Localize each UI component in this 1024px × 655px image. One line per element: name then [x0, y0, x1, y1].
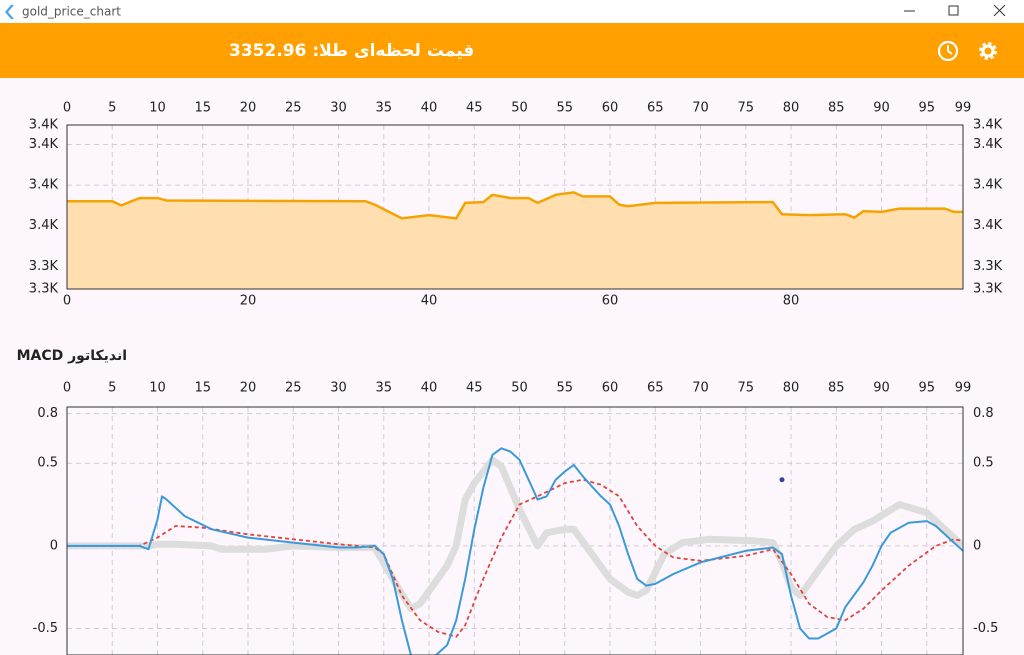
- top-x-tick-label: 10: [149, 101, 166, 116]
- close-button[interactable]: [993, 4, 1006, 17]
- y-tick-label: 3.4K: [29, 218, 59, 233]
- x-tick-label: 80: [783, 294, 800, 309]
- top-x-tick-label: 5: [108, 381, 116, 396]
- top-x-tick-label: 20: [240, 381, 257, 396]
- top-x-tick-label: 85: [828, 381, 845, 396]
- settings-button[interactable]: [979, 42, 997, 60]
- y2-tick-label: 0.8: [973, 406, 994, 421]
- y2-tick-label: -0.5: [973, 621, 998, 636]
- top-x-tick-label: 50: [511, 101, 528, 116]
- price-area: [67, 192, 963, 289]
- top-x-tick-label: 70: [692, 381, 709, 396]
- top-x-tick-label: 60: [602, 381, 619, 396]
- y-tick-label: 3.3K: [29, 259, 59, 274]
- top-x-tick-label: 15: [194, 381, 211, 396]
- y-tick-label: 0.8: [37, 406, 58, 421]
- app-bar: [0, 23, 1024, 78]
- top-x-tick-label: 25: [285, 381, 302, 396]
- y2-tick-label: 3.3K: [973, 282, 1003, 297]
- top-x-tick-label: 40: [421, 381, 438, 396]
- top-x-tick-label: 30: [330, 101, 347, 116]
- top-x-tick-label: 95: [919, 381, 936, 396]
- plot: [67, 447, 963, 655]
- x-tick-label: 60: [602, 294, 619, 309]
- top-x-tick-label: 0: [63, 101, 71, 116]
- y2-tick-label: 0.5: [973, 456, 994, 471]
- y-tick-label: 3.4K: [29, 118, 59, 133]
- y2-tick-label: 3.3K: [973, 259, 1003, 274]
- y-tick-label: 0.5: [37, 456, 58, 471]
- window-title: gold_price_chart: [22, 5, 121, 19]
- top-x-tick-label: 80: [783, 381, 800, 396]
- top-x-tick-label: 25: [285, 101, 302, 116]
- history-button[interactable]: [937, 40, 959, 62]
- top-x-tick-label: 45: [466, 381, 483, 396]
- plot-border: [66, 124, 964, 290]
- y2-tick-label: 3.4K: [973, 178, 1003, 193]
- app-title: قیمت لحظه‌ای طلا: 3352.96: [229, 41, 474, 61]
- top-x-tick-label: 70: [692, 101, 709, 116]
- y-tick-label: -0.5: [33, 621, 58, 636]
- top-x-tick-label: 85: [828, 101, 845, 116]
- top-x-tick-label: 99: [955, 101, 972, 116]
- maximize-button[interactable]: [948, 5, 959, 16]
- y2-tick-label: 3.4K: [973, 218, 1003, 233]
- plot: [67, 191, 963, 289]
- top-x-tick-label: 90: [873, 381, 890, 396]
- top-x-tick-label: 40: [421, 101, 438, 116]
- x-tick-label: 40: [421, 294, 438, 309]
- y2-tick-label: 3.4K: [973, 137, 1003, 152]
- y-tick-label: 3.3K: [29, 282, 59, 297]
- top-x-tick-label: 65: [647, 101, 664, 116]
- y-tick-label: 3.4K: [29, 137, 59, 152]
- top-x-tick-label: 50: [511, 381, 528, 396]
- y2-tick-label: 0: [973, 538, 981, 553]
- price-line: [67, 191, 963, 220]
- x-tick-label: 0: [63, 294, 71, 309]
- top-x-tick-label: 60: [602, 101, 619, 116]
- top-x-tick-label: 35: [375, 101, 392, 116]
- top-x-tick-label: 99: [955, 381, 972, 396]
- y-tick-label: 0: [50, 538, 58, 553]
- top-x-tick-label: 15: [194, 101, 211, 116]
- top-x-tick-label: 65: [647, 381, 664, 396]
- y-tick-label: 3.4K: [29, 178, 59, 193]
- top-x-tick-label: 55: [557, 101, 574, 116]
- top-x-tick-label: 20: [240, 101, 257, 116]
- top-x-tick-label: 55: [557, 381, 574, 396]
- x-tick-label: 20: [240, 294, 257, 309]
- top-x-tick-label: 30: [330, 381, 347, 396]
- top-x-tick-label: 0: [63, 381, 71, 396]
- top-x-tick-label: 95: [919, 101, 936, 116]
- macd-title: اندیکاتور MACD: [17, 348, 127, 364]
- top-x-tick-label: 90: [873, 101, 890, 116]
- series-line: [67, 447, 963, 655]
- title-bar: [0, 0, 1024, 23]
- top-x-tick-label: 35: [375, 381, 392, 396]
- top-x-tick-label: 10: [149, 381, 166, 396]
- top-x-tick-label: 80: [783, 101, 800, 116]
- plot-border: [66, 406, 964, 655]
- top-x-tick-label: 5: [108, 101, 116, 116]
- top-x-tick-label: 45: [466, 101, 483, 116]
- top-x-tick-label: 75: [738, 381, 755, 396]
- y2-tick-label: 3.4K: [973, 118, 1003, 133]
- series-line: [67, 456, 963, 613]
- marker-point: [779, 477, 785, 483]
- top-x-tick-label: 75: [738, 101, 755, 116]
- app-icon: [5, 5, 14, 19]
